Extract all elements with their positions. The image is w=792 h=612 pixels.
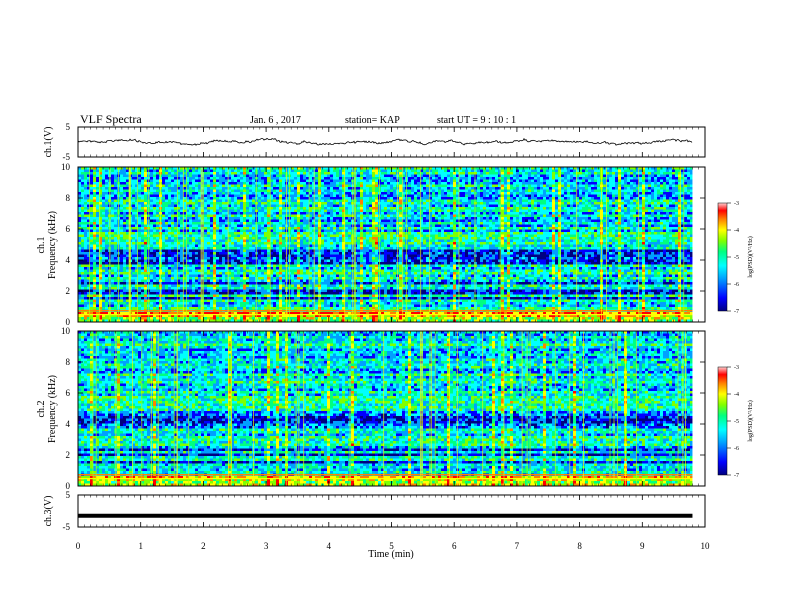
- colorbar-tick-label: -7: [734, 473, 739, 479]
- ch3-ylabel: ch.3(V): [43, 496, 54, 527]
- spectrogram-ytick-label: 0: [66, 481, 71, 491]
- ch2-spectrogram-heatmap: [78, 331, 705, 487]
- ch2-colorbar-label: log(PSD)(V²/Hz): [747, 400, 754, 441]
- spectrogram-ytick-label: 6: [66, 388, 71, 398]
- colorbar-tick-label: -6: [734, 282, 739, 288]
- time-tick-label: 5: [389, 541, 394, 551]
- time-tick-label: 4: [327, 541, 332, 551]
- date-label: Jan. 6 , 2017: [250, 115, 301, 126]
- ch1-channel-label: ch.1: [36, 237, 47, 254]
- time-tick-label: 1: [138, 541, 143, 551]
- colorbar-tick-label: -5: [734, 255, 739, 261]
- time-axis-ticks: [77, 127, 706, 527]
- ch1-colorbar-label: log(PSD)(V²/Hz): [747, 236, 754, 277]
- spectrogram-ytick-label: 8: [66, 357, 71, 367]
- spectrogram-ytick-label: 2: [66, 450, 71, 460]
- time-tick-label: 0: [76, 541, 81, 551]
- spectrogram-ytick-label: 10: [61, 326, 71, 336]
- ch1-waveform-trace: [77, 137, 693, 146]
- colorbar-tick-label: -4: [734, 228, 739, 234]
- colorbar-tick-label: -3: [734, 365, 739, 371]
- time-tick-label: 8: [577, 541, 582, 551]
- time-tick-label: 7: [515, 541, 520, 551]
- spectrogram-ytick-label: 0: [66, 317, 71, 327]
- ch3-ytick-bottom: -5: [63, 522, 71, 532]
- spectrogram-ytick-label: 10: [61, 162, 71, 172]
- time-axis-labels: 0 1 2 3 4 5 6 7 8 9 10: [76, 541, 710, 551]
- colorbar-tick-label: -5: [734, 419, 739, 425]
- ch3-ytick-top: 5: [66, 490, 71, 500]
- time-tick-label: 6: [452, 541, 457, 551]
- ch1-freq-label: Frequency (kHz): [47, 211, 58, 279]
- ch1-ytick-bottom: -5: [63, 152, 71, 162]
- ch2-colorbar: [717, 366, 728, 476]
- ch1-waveform-panel: 5 -5 ch.1(V): [43, 122, 706, 162]
- colorbar-tick-label: -7: [734, 309, 739, 315]
- ch1-spectrogram-heatmap: [78, 167, 705, 323]
- time-tick-label: 3: [264, 541, 269, 551]
- station-label: station= KAP: [345, 115, 400, 126]
- spectrogram-ytick-label: 4: [66, 255, 71, 265]
- spectrogram-ytick-label: 4: [66, 419, 71, 429]
- colorbar-tick-label: -3: [734, 201, 739, 207]
- start-time-label: start UT = 9 : 10 : 1: [437, 115, 516, 126]
- ch1-ytick-top: 5: [66, 122, 71, 132]
- time-tick-label: 2: [201, 541, 206, 551]
- spectrogram-ytick-label: 6: [66, 224, 71, 234]
- time-axis-title: Time (min): [368, 549, 413, 560]
- time-tick-label: 10: [701, 541, 711, 551]
- colorbar-tick-label: -4: [734, 392, 739, 398]
- spectrogram-ytick-label: 8: [66, 193, 71, 203]
- ch1-ylabel: ch.1(V): [43, 127, 54, 158]
- ch1-colorbar: [717, 202, 728, 312]
- colorbar-tick-label: -6: [734, 446, 739, 452]
- figure-title: VLF Spectra: [80, 112, 142, 126]
- time-tick-label: 9: [640, 541, 645, 551]
- spectrogram-ytick-label: 2: [66, 286, 71, 296]
- ch2-freq-label: Frequency (kHz): [47, 375, 58, 443]
- ch2-channel-label: ch.2: [36, 401, 47, 418]
- ch3-waveform-panel: 5 -5 ch.3(V): [43, 490, 706, 532]
